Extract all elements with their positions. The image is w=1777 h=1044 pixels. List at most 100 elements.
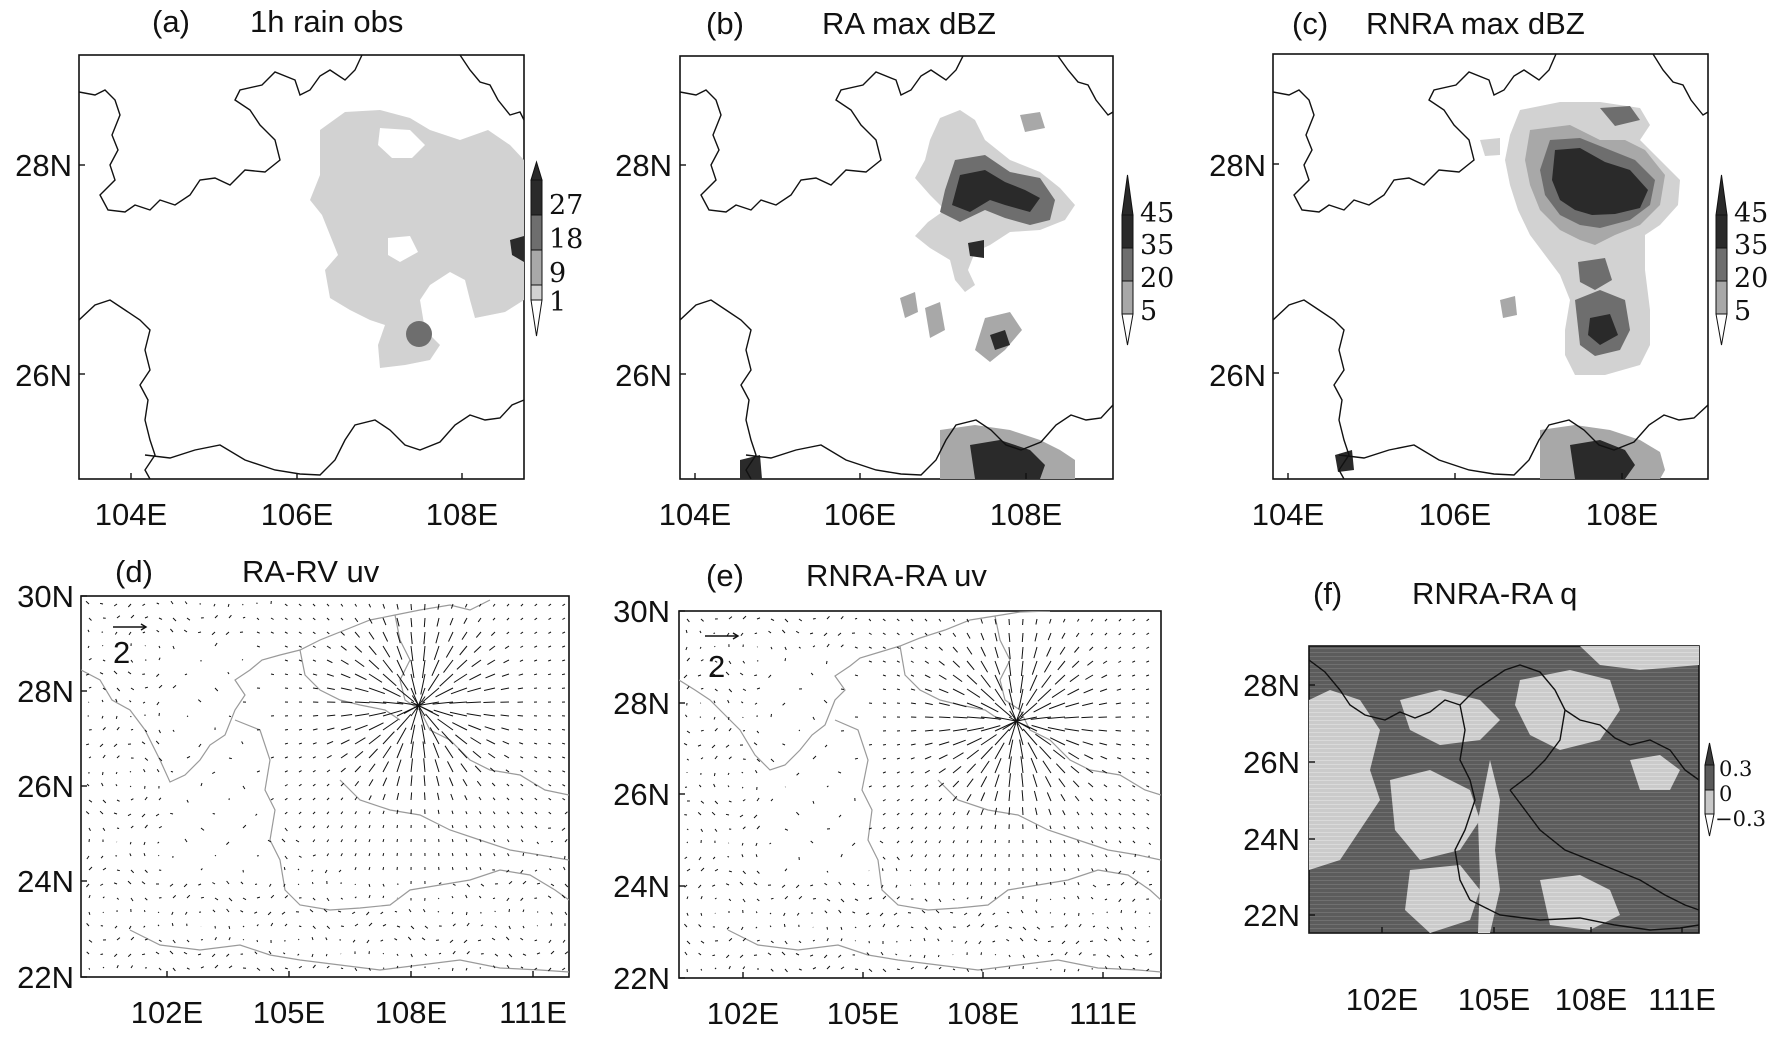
wind-vector <box>270 631 274 634</box>
wind-vector <box>487 659 496 666</box>
wind-vector <box>522 953 527 956</box>
wind-vector <box>354 724 368 731</box>
wind-vector <box>924 729 934 732</box>
wind-vector <box>228 965 233 969</box>
wind-vector <box>102 827 106 831</box>
wind-vector <box>712 954 716 957</box>
wind-vector <box>810 840 814 844</box>
wind-vector <box>754 632 758 635</box>
wind-vector <box>1146 940 1150 943</box>
wind-vector <box>129 853 132 857</box>
wind-vector <box>966 854 969 858</box>
wind-vector <box>115 715 118 720</box>
wind-vector <box>1033 646 1038 659</box>
wind-vector <box>1008 674 1013 693</box>
wind-vector <box>130 869 135 874</box>
wind-vector <box>952 868 955 872</box>
wind-vector <box>1146 826 1150 830</box>
wind-vector <box>340 739 350 745</box>
wind-vector <box>354 765 362 773</box>
wind-vector <box>500 687 510 691</box>
wind-vector <box>1120 909 1123 914</box>
wind-vector <box>157 911 160 914</box>
wind-vector <box>909 869 912 872</box>
wind-vector <box>354 751 364 759</box>
wind-vector <box>158 797 162 801</box>
wind-vector <box>298 783 302 787</box>
wind-vector <box>421 937 426 941</box>
wind-vector <box>562 631 566 634</box>
wind-vector <box>924 755 932 760</box>
wind-vector <box>340 631 345 636</box>
wind-vector <box>116 755 120 759</box>
wind-vector <box>284 645 288 648</box>
wind-vector <box>422 909 426 913</box>
wind-vector <box>465 825 468 829</box>
wind-vector <box>783 912 786 917</box>
wind-vector <box>548 729 552 731</box>
wind-vector <box>312 897 316 901</box>
wind-vector <box>312 645 316 648</box>
wind-vector <box>284 827 288 832</box>
wind-vector <box>1078 952 1082 956</box>
wind-vector <box>155 951 160 955</box>
wind-vector <box>700 618 704 622</box>
wind-vector <box>768 674 772 679</box>
wind-vector <box>311 936 314 941</box>
wind-vector <box>1064 924 1068 928</box>
wind-vector <box>466 701 482 704</box>
wind-vector <box>478 796 482 801</box>
wind-vector <box>770 798 774 802</box>
colorbar-label: 20 <box>1734 263 1768 294</box>
wind-vector <box>1033 938 1038 942</box>
wind-vector <box>396 603 399 610</box>
wind-vector <box>1106 926 1109 930</box>
wind-vector <box>88 866 93 871</box>
wind-vector <box>143 853 146 857</box>
wind-vector <box>865 912 870 915</box>
wind-vector <box>782 743 786 746</box>
wind-vector <box>213 603 216 607</box>
wind-vector <box>505 936 510 941</box>
wind-vector <box>966 632 971 639</box>
wind-vector <box>840 688 844 690</box>
wind-vector <box>87 629 90 633</box>
wind-vector <box>86 923 90 927</box>
wind-vector <box>465 967 468 971</box>
wind-vector <box>697 674 702 677</box>
wind-vector <box>753 882 758 886</box>
wind-vector <box>1082 741 1094 746</box>
wind-vector <box>882 632 886 636</box>
wind-vector <box>1063 881 1066 886</box>
wind-vector <box>326 853 330 857</box>
wind-vector <box>354 896 357 899</box>
wind-vector <box>396 673 409 691</box>
wind-vector <box>85 811 90 815</box>
wind-vector <box>186 755 191 759</box>
wind-vector <box>281 838 286 843</box>
wind-vector <box>183 883 188 888</box>
wind-vector <box>298 925 302 928</box>
wind-vector <box>212 882 216 885</box>
wind-vector <box>340 825 344 829</box>
wind-vector <box>562 967 566 971</box>
wind-vector <box>1064 716 1080 719</box>
wind-vector <box>796 912 800 916</box>
wind-vector <box>462 779 468 787</box>
wind-vector <box>508 953 513 958</box>
wind-vector <box>713 772 716 777</box>
wind-vector <box>938 632 942 636</box>
wind-vector <box>1016 723 1024 746</box>
wind-vector <box>868 744 872 746</box>
wind-vector <box>368 894 371 899</box>
colorbar-label: 45 <box>1140 198 1174 229</box>
wind-vector <box>1029 674 1038 691</box>
colorbar-bin <box>1121 214 1134 249</box>
wind-vector <box>520 869 524 874</box>
wind-vector <box>312 839 316 843</box>
wind-vector <box>550 950 555 955</box>
panel-letter: (b) <box>706 6 744 41</box>
wind-vector <box>396 713 412 731</box>
wind-vector <box>882 757 887 760</box>
